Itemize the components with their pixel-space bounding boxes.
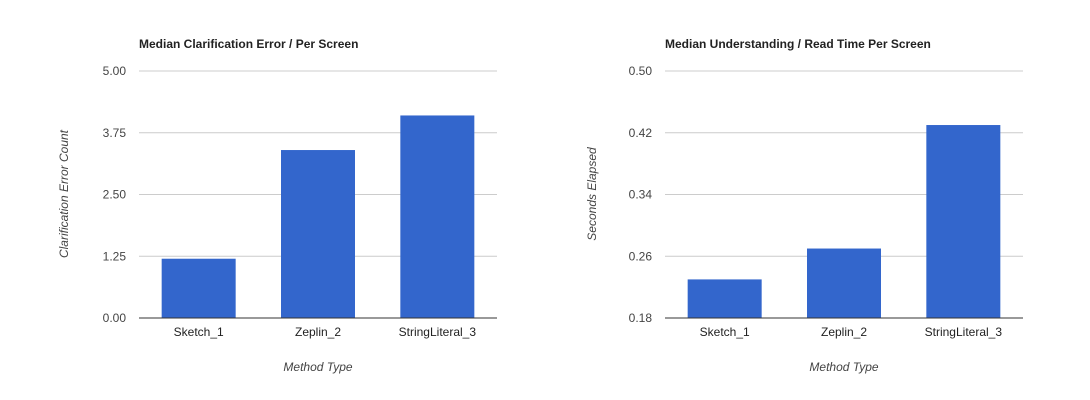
- y-tick-label: 0.18: [629, 311, 653, 325]
- y-tick-label: 1.25: [103, 249, 127, 263]
- x-tick-label: Zeplin_2: [821, 325, 867, 339]
- y-tick-label: 5.00: [103, 64, 127, 78]
- bar: [807, 248, 881, 318]
- read-time-chart: Median Understanding / Read Time Per Scr…: [545, 0, 1090, 400]
- bar: [926, 125, 1001, 318]
- y-tick-label: 2.50: [103, 188, 127, 202]
- bar: [161, 258, 236, 318]
- x-tick-label: Sketch_1: [174, 325, 224, 339]
- x-axis-title: Method Type: [283, 360, 352, 374]
- bar: [281, 150, 355, 318]
- x-axis-title: Method Type: [809, 360, 878, 374]
- x-tick-label: StringLiteral_3: [925, 325, 1003, 339]
- clarification-error-chart: Median Clarification Error / Per Screen …: [57, 37, 497, 374]
- clarification-error-chart-svg: Median Clarification Error / Per Screen …: [57, 37, 497, 374]
- chart-title: Median Understanding / Read Time Per Scr…: [665, 37, 931, 51]
- y-tick-label: 0.26: [629, 249, 653, 263]
- y-tick-label: 0.00: [103, 311, 127, 325]
- y-tick-label: 0.42: [629, 126, 653, 140]
- y-axis-title: Seconds Elapsed: [585, 147, 599, 241]
- x-tick-label: StringLiteral_3: [399, 325, 477, 339]
- x-tick-label: Zeplin_2: [295, 325, 341, 339]
- y-tick-label: 0.34: [629, 188, 653, 202]
- bar: [687, 279, 762, 318]
- bar: [400, 115, 475, 319]
- y-axis-title: Clarification Error Count: [57, 129, 71, 258]
- read-time-chart-svg: Median Understanding / Read Time Per Scr…: [585, 37, 1023, 374]
- y-tick-label: 3.75: [103, 126, 127, 140]
- x-tick-label: Sketch_1: [700, 325, 750, 339]
- y-tick-label: 0.50: [629, 64, 653, 78]
- chart-title: Median Clarification Error / Per Screen: [139, 37, 358, 51]
